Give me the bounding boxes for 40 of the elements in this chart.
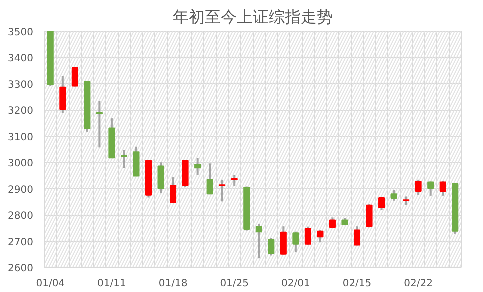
y-tick-label: 3300 (8, 80, 34, 91)
candlestick (206, 162, 214, 196)
candlestick (60, 75, 66, 114)
y-tick-label: 2800 (8, 211, 34, 222)
y-tick-label: 3400 (8, 54, 34, 65)
chart-title: 年初至今上证综指走势 (173, 8, 333, 26)
candlestick (72, 66, 78, 88)
candlestick (390, 189, 398, 202)
candlestick (415, 178, 422, 196)
x-tick-label: 02/01 (282, 278, 310, 290)
x-tick-label: 01/25 (220, 278, 250, 290)
y-tick-label: 3200 (8, 106, 34, 118)
candlestick (256, 222, 262, 260)
x-tick-label: 02/15 (342, 278, 372, 290)
candlestick (219, 178, 226, 203)
x-tick-label: 01/18 (158, 278, 188, 290)
x-tick-label: 01/04 (36, 278, 66, 290)
y-tick-label: 2900 (8, 184, 34, 196)
y-tick-label: 2700 (8, 237, 34, 248)
y-tick-label: 3100 (8, 132, 34, 144)
candlestick (317, 230, 324, 244)
candlestick (292, 230, 300, 254)
candlestick (158, 162, 164, 195)
y-tick-label: 3500 (8, 28, 34, 38)
candlestick (428, 180, 434, 197)
candlestick (440, 180, 446, 197)
y-tick-label: 3000 (8, 158, 34, 170)
candlestick (120, 149, 128, 170)
candlestick (96, 100, 103, 149)
x-tick-label: 01/11 (98, 278, 126, 290)
y-tick-label: 2600 (8, 264, 34, 274)
candlestick (366, 204, 373, 229)
candlestick (378, 196, 386, 212)
candlestick (268, 237, 275, 257)
x-tick-label: 02/22 (404, 278, 433, 290)
candlestick (194, 157, 202, 176)
candlestick (354, 226, 361, 247)
candlestick (304, 226, 312, 246)
candlestick (170, 176, 177, 205)
candlestick (280, 226, 287, 256)
